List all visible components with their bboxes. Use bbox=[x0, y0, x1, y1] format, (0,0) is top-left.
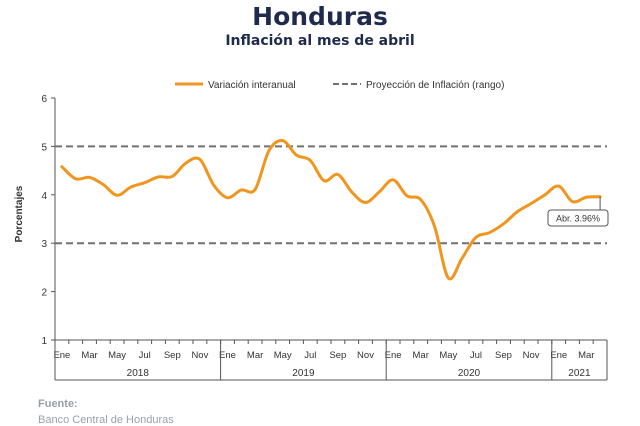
plot-area: 1 2 3 4 5 6 Ene Mar May Jul Sep Nov Ene Mar May Jul Sep N… bbox=[41, 94, 609, 381]
source-text: Banco Central de Honduras bbox=[38, 414, 174, 426]
x-tick-label: Nov bbox=[523, 350, 540, 361]
x-tick-label: Ene bbox=[385, 350, 402, 361]
x-tick-label: Ene bbox=[550, 350, 567, 361]
y-tick-label: 2 bbox=[41, 288, 47, 299]
annotation-box bbox=[547, 209, 609, 227]
x-tick-label: Mar bbox=[578, 350, 594, 361]
y-tick-label: 4 bbox=[41, 191, 47, 202]
x-tick-label: Sep bbox=[164, 350, 181, 361]
y-tick-label: 1 bbox=[41, 336, 47, 347]
x-tick-label: Ene bbox=[53, 350, 70, 361]
year-label: 2020 bbox=[458, 368, 481, 379]
annotation-label: Abr. 3.96% bbox=[556, 214, 600, 224]
y-tick-label: 3 bbox=[41, 239, 47, 250]
year-label: 2021 bbox=[568, 368, 591, 379]
y-axis-label: Porcentajes bbox=[14, 185, 25, 242]
x-tick-label: May bbox=[439, 350, 457, 361]
x-tick-label: Jul bbox=[304, 350, 316, 361]
x-tick-label: Mar bbox=[247, 350, 263, 361]
year-label: 2019 bbox=[292, 368, 315, 379]
x-tick-label: Jul bbox=[470, 350, 482, 361]
x-tick-label: Mar bbox=[413, 350, 429, 361]
x-tick-label: Jul bbox=[139, 350, 151, 361]
legend-label-proyeccion: Proyección de Inflación (rango) bbox=[366, 80, 504, 91]
x-tick-label: May bbox=[108, 350, 126, 361]
x-tick-label: Nov bbox=[191, 350, 208, 361]
legend-label-variacion: Variación interanual bbox=[208, 80, 296, 91]
x-tick-label: Nov bbox=[357, 350, 374, 361]
y-tick-label: 6 bbox=[41, 94, 47, 105]
chart-subtitle: Inflación al mes de abril bbox=[225, 33, 415, 49]
chart-legend: Variación interanual Proyección de Infla… bbox=[175, 80, 504, 91]
x-tick-label: May bbox=[274, 350, 292, 361]
year-label: 2018 bbox=[127, 368, 150, 379]
chart-title: Honduras bbox=[252, 2, 388, 31]
x-tick-label: Sep bbox=[329, 350, 346, 361]
y-tick-label: 5 bbox=[41, 142, 47, 153]
x-tick-label: Ene bbox=[219, 350, 236, 361]
series-line-variacion-interanual bbox=[60, 138, 602, 281]
x-tick-label: Mar bbox=[81, 350, 97, 361]
x-tick-label: Sep bbox=[495, 350, 512, 361]
source-label: Fuente: bbox=[38, 398, 78, 410]
